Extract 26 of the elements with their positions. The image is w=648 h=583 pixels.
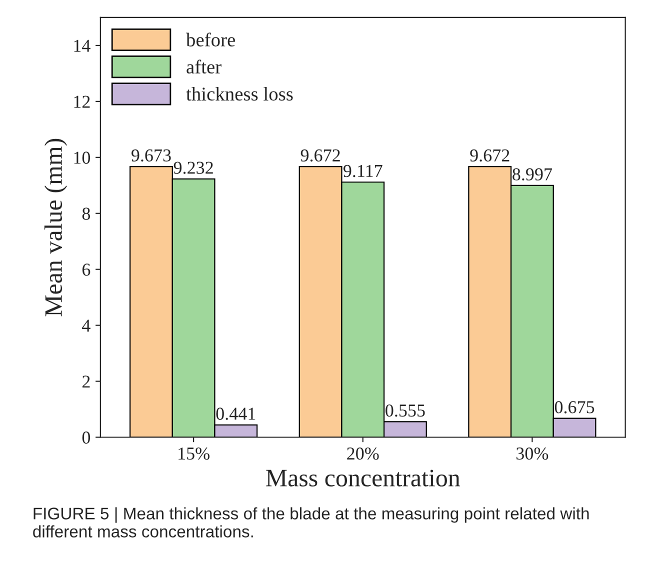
data-label: 9.232	[174, 162, 213, 174]
data-label: 8.997	[512, 168, 552, 180]
y-tick-label: 6	[82, 264, 90, 276]
y-tick-label: 14	[74, 40, 90, 52]
legend-label: thickness loss	[186, 86, 293, 101]
data-label: 9.673	[132, 149, 171, 162]
x-tick-label: 20%	[347, 447, 379, 460]
x-tick-label: 30%	[516, 447, 548, 460]
data-label: 0.675	[554, 401, 594, 414]
data-label: 9.672	[470, 149, 510, 162]
caption: FIGURE 5 | Mean thickness of the blade at the measuring point related with different mass concentrations.	[33, 507, 589, 538]
data-label: 9.672	[300, 149, 340, 162]
x-axis-title: Mass concentration	[266, 470, 460, 486]
y-tick-label: 8	[82, 208, 90, 220]
data-label: 9.117	[343, 164, 382, 178]
legend-label: after	[186, 60, 222, 74]
y-tick-label: 4	[82, 320, 90, 332]
legend-label: before	[186, 32, 235, 46]
data-label: 0.441	[216, 408, 256, 420]
y-axis-title: Mean value (mm)	[44, 138, 68, 316]
y-tick-label: 0	[82, 432, 90, 444]
y-tick-label: 2	[82, 376, 90, 388]
data-label: 0.555	[386, 404, 425, 417]
y-tick-label: 10	[74, 152, 90, 164]
x-tick-label: 15%	[178, 447, 210, 460]
y-tick-label: 12	[74, 96, 90, 108]
